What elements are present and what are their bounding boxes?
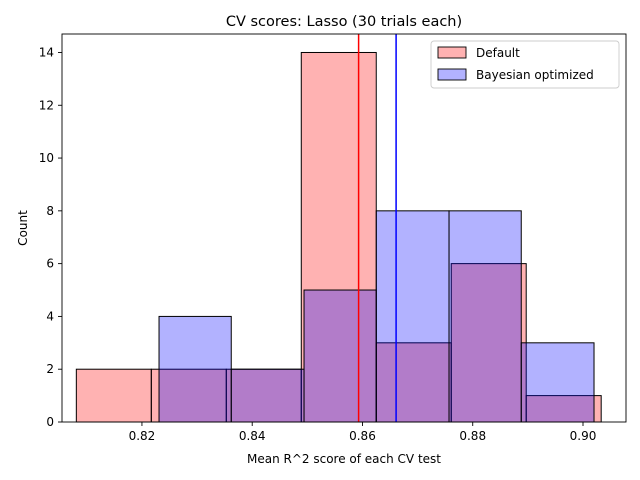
legend-frame [430,40,620,89]
bar-default-3 [300,51,377,423]
x-axis-label: Mean R^2 score of each CV test [247,452,441,466]
y-tick-label: 8 [46,204,54,218]
x-tick-label: 0.82 [129,429,156,443]
bar-default-0 [75,368,152,423]
y-tick-label: 14 [39,45,54,59]
legend-label-bayesian-optimized: Bayesian optimized [476,68,594,82]
legend-label-default: Default [476,46,520,60]
x-tick-label: 0.84 [239,429,266,443]
legend: Default Bayesian optimized [430,40,620,89]
legend-swatch-bayesian-optimized [437,68,467,81]
bar-bayesian-optimized-5 [520,342,595,423]
bar-bayesian-optimized-1 [230,368,305,423]
x-axis-ticks: 0.82 0.84 0.86 0.88 0.90 [129,422,597,443]
y-tick-label: 10 [39,151,54,165]
x-tick-label: 0.86 [349,429,376,443]
plot-frame [61,33,627,423]
y-tick-label: 12 [39,98,54,112]
y-axis-ticks: 0 2 4 6 8 10 12 14 [39,45,62,429]
y-tick-label: 2 [46,362,54,376]
bar-bayesian-optimized-0 [158,315,232,423]
bar-bayesian-optimized-3 [375,210,450,423]
x-tick-label: 0.90 [570,429,597,443]
legend-swatch-default [437,46,467,59]
bar-bayesian-optimized-4 [448,210,522,423]
bar-default-1 [150,368,227,423]
mean-lines-layer [357,34,397,422]
y-tick-label: 4 [46,309,54,323]
bar-default-6 [525,395,602,423]
bars-layer [75,51,602,423]
bar-bayesian-optimized-2 [303,289,377,423]
x-tick-label: 0.88 [459,429,486,443]
y-axis-label: Count [16,210,30,246]
y-tick-label: 0 [46,415,54,429]
y-tick-label: 6 [46,257,54,271]
chart-title: CV scores: Lasso (30 trials each) [226,14,462,30]
bar-default-2 [225,368,302,423]
